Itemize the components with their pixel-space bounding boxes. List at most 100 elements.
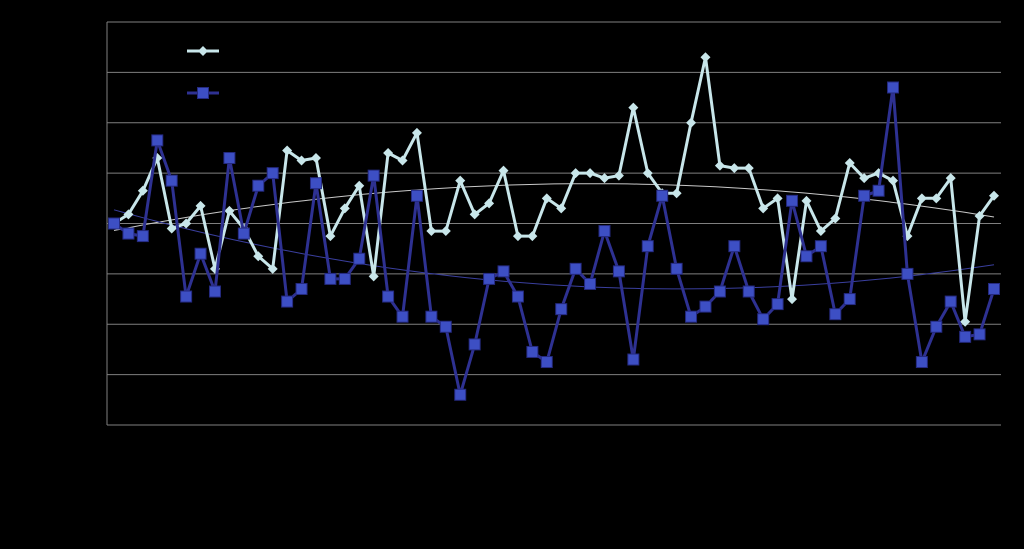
data-point [584, 277, 597, 290]
trend-line-series-2 [113, 209, 995, 290]
data-point [151, 134, 164, 147]
data-point [757, 313, 770, 326]
data-point [555, 303, 568, 316]
data-point [252, 179, 265, 192]
data-point [686, 117, 697, 128]
data-point [758, 203, 769, 214]
data-point [642, 168, 653, 179]
data-point [410, 189, 423, 202]
data-point [930, 320, 943, 333]
data-point [483, 272, 496, 285]
data-point [685, 310, 698, 323]
data-point [700, 52, 711, 63]
data-point [541, 193, 552, 204]
data-point [455, 175, 466, 186]
data-point [383, 147, 394, 158]
data-point [670, 262, 683, 275]
data-point [526, 345, 539, 358]
data-point [223, 152, 236, 165]
data-point [887, 81, 900, 94]
data-point [859, 173, 870, 184]
data-point [527, 231, 538, 242]
data-point [266, 167, 279, 180]
data-point [180, 290, 193, 303]
data-point [872, 184, 885, 197]
data-point [714, 160, 725, 171]
data-point [598, 225, 611, 238]
data-point [325, 231, 336, 242]
data-point [439, 320, 452, 333]
data-point [498, 165, 509, 176]
data-point [844, 158, 855, 169]
data-point [787, 294, 798, 305]
legend [187, 46, 219, 99]
data-point [512, 231, 523, 242]
data-point [295, 282, 308, 295]
data-point [136, 230, 149, 243]
data-point [713, 285, 726, 298]
data-point [194, 247, 207, 260]
legend-marker-2 [197, 87, 209, 99]
data-point [944, 295, 957, 308]
data-point [309, 177, 322, 190]
data-point [310, 153, 321, 164]
data-point [339, 203, 350, 214]
data-point [484, 198, 495, 209]
data-point [901, 267, 914, 280]
data-point [540, 356, 553, 369]
data-point [368, 271, 379, 282]
data-point [367, 169, 380, 182]
data-point [800, 250, 813, 263]
data-point [656, 189, 669, 202]
data-point [628, 102, 639, 113]
data-point [338, 272, 351, 285]
data-point [354, 180, 365, 191]
data-point [569, 262, 582, 275]
data-point [253, 251, 264, 262]
data-point [411, 127, 422, 138]
data-point [440, 226, 451, 237]
data-point [122, 227, 135, 240]
legend-marker-1 [198, 46, 208, 56]
data-point [814, 240, 827, 253]
data-point [742, 285, 755, 298]
data-point [296, 155, 307, 166]
data-point [858, 189, 871, 202]
data-point [469, 209, 480, 220]
data-point [165, 174, 178, 187]
data-point [556, 203, 567, 214]
data-point [396, 310, 409, 323]
data-point [830, 213, 841, 224]
data-point [282, 145, 293, 156]
data-point [786, 194, 799, 207]
trend-line-series-1 [113, 183, 995, 231]
data-point [915, 356, 928, 369]
data-point [585, 168, 596, 179]
data-point [916, 193, 927, 204]
data-point [426, 226, 437, 237]
data-point [974, 210, 985, 221]
data-point [931, 193, 942, 204]
data-point [641, 240, 654, 253]
data-point [497, 265, 510, 278]
data-point [801, 195, 812, 206]
data-point [195, 200, 206, 211]
data-point [324, 272, 337, 285]
data-point [960, 316, 971, 327]
axes [106, 22, 1001, 426]
data-point [627, 353, 640, 366]
data-point [397, 155, 408, 166]
data-point [945, 173, 956, 184]
data-point [612, 265, 625, 278]
data-point [973, 328, 986, 341]
data-point [671, 188, 682, 199]
trend-lines [113, 183, 995, 290]
data-point [237, 227, 250, 240]
data-point [959, 330, 972, 343]
gridlines [107, 21, 1001, 426]
data-point [208, 285, 221, 298]
data-point [613, 170, 624, 181]
data-point [166, 223, 177, 234]
